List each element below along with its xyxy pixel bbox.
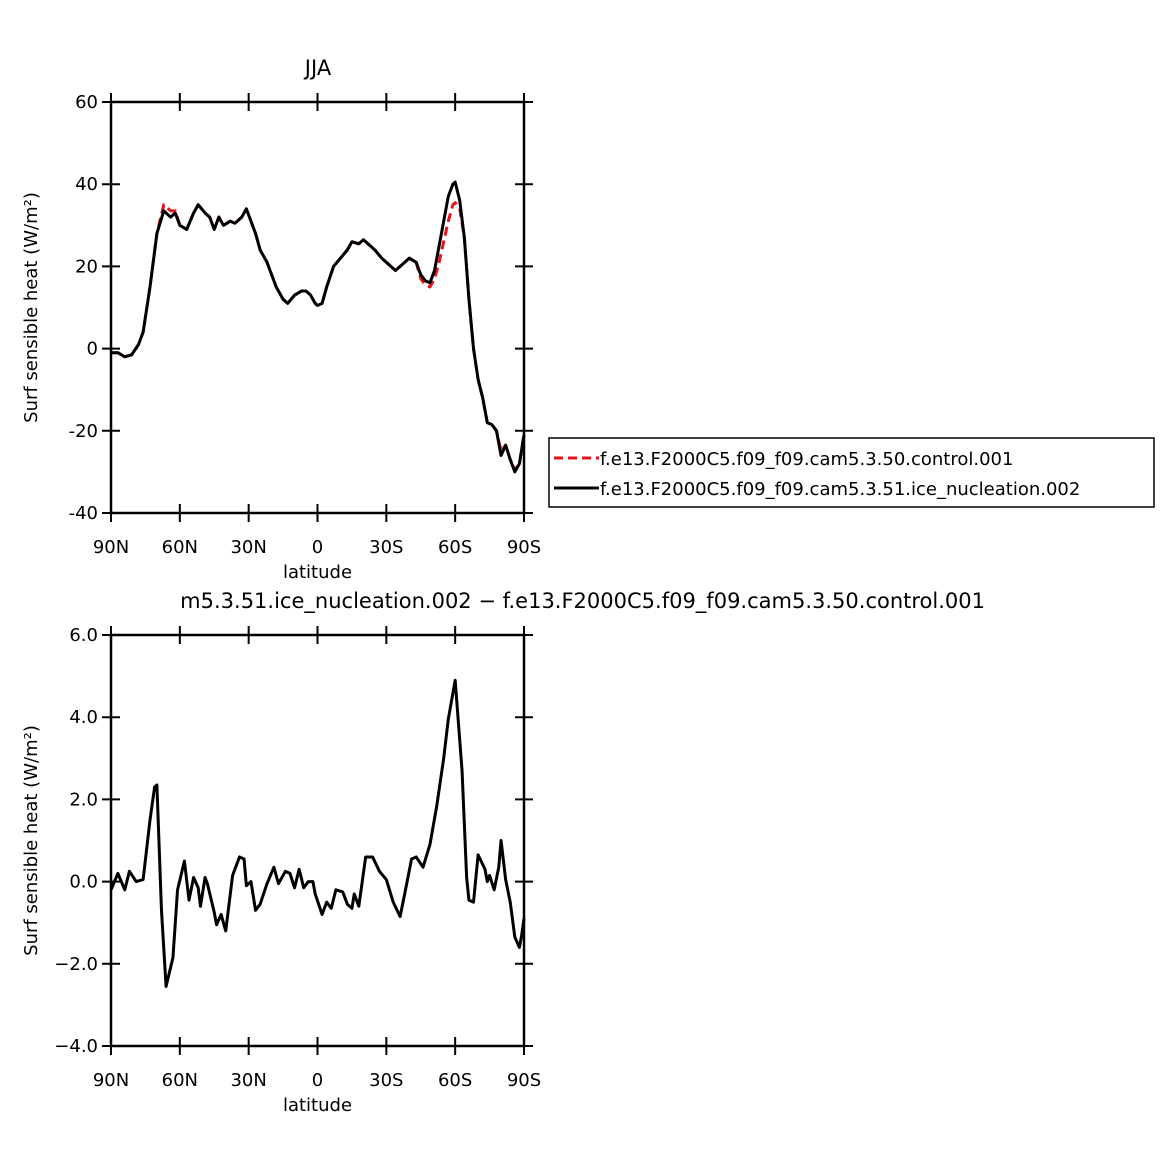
x-tick-label: 60S <box>438 537 472 558</box>
y-tick-label: -20 <box>69 421 98 442</box>
y-tick-label: 4.0 <box>69 707 98 728</box>
legend-box <box>548 437 1155 508</box>
y-tick-label: 60 <box>75 92 98 113</box>
legend-label: f.e13.F2000C5.f09_f09.cam5.3.50.control.… <box>600 449 1013 470</box>
y-tick-label: 6.0 <box>69 625 98 646</box>
y-tick-label: 20 <box>75 256 98 277</box>
x-tick-label: 60S <box>438 1070 472 1091</box>
y-tick-label: 0.0 <box>69 872 98 893</box>
x-tick-label: 30N <box>230 537 266 558</box>
chart-title: m5.3.51.ice_nucleation.002 − f.e13.F2000… <box>180 589 985 614</box>
data-line <box>109 678 526 988</box>
y-axis-label: Surf sensible heat (W/m²) <box>21 725 42 956</box>
plot-frame <box>109 100 526 515</box>
x-axis-label: latitude <box>283 562 352 583</box>
x-tick-label: 90N <box>93 537 129 558</box>
x-tick-label: 30S <box>369 537 403 558</box>
legend-label: f.e13.F2000C5.f09_f09.cam5.3.51.ice_nucl… <box>600 479 1080 500</box>
y-tick-label: −2.0 <box>54 954 98 975</box>
x-tick-label: 60N <box>162 537 198 558</box>
x-axis-label: latitude <box>283 1095 352 1116</box>
x-tick-label: 90S <box>507 537 541 558</box>
data-line <box>111 180 526 474</box>
x-tick-label: 90S <box>507 1070 541 1091</box>
x-tick-label: 0 <box>312 537 323 558</box>
x-tick-label: 90N <box>93 1070 129 1091</box>
x-tick-label: 60N <box>162 1070 198 1091</box>
y-tick-label: -40 <box>69 503 98 524</box>
x-tick-label: 30S <box>369 1070 403 1091</box>
data-line <box>111 201 526 472</box>
plot-frame <box>109 633 526 1048</box>
x-tick-label: 0 <box>312 1070 323 1091</box>
chart-title: JJA <box>303 56 332 80</box>
y-tick-label: 40 <box>75 174 98 195</box>
x-tick-label: 30N <box>230 1070 266 1091</box>
y-tick-label: 0 <box>87 339 98 360</box>
y-axis-label: Surf sensible heat (W/m²) <box>21 192 42 423</box>
y-tick-label: −4.0 <box>54 1036 98 1057</box>
y-tick-label: 2.0 <box>69 789 98 810</box>
